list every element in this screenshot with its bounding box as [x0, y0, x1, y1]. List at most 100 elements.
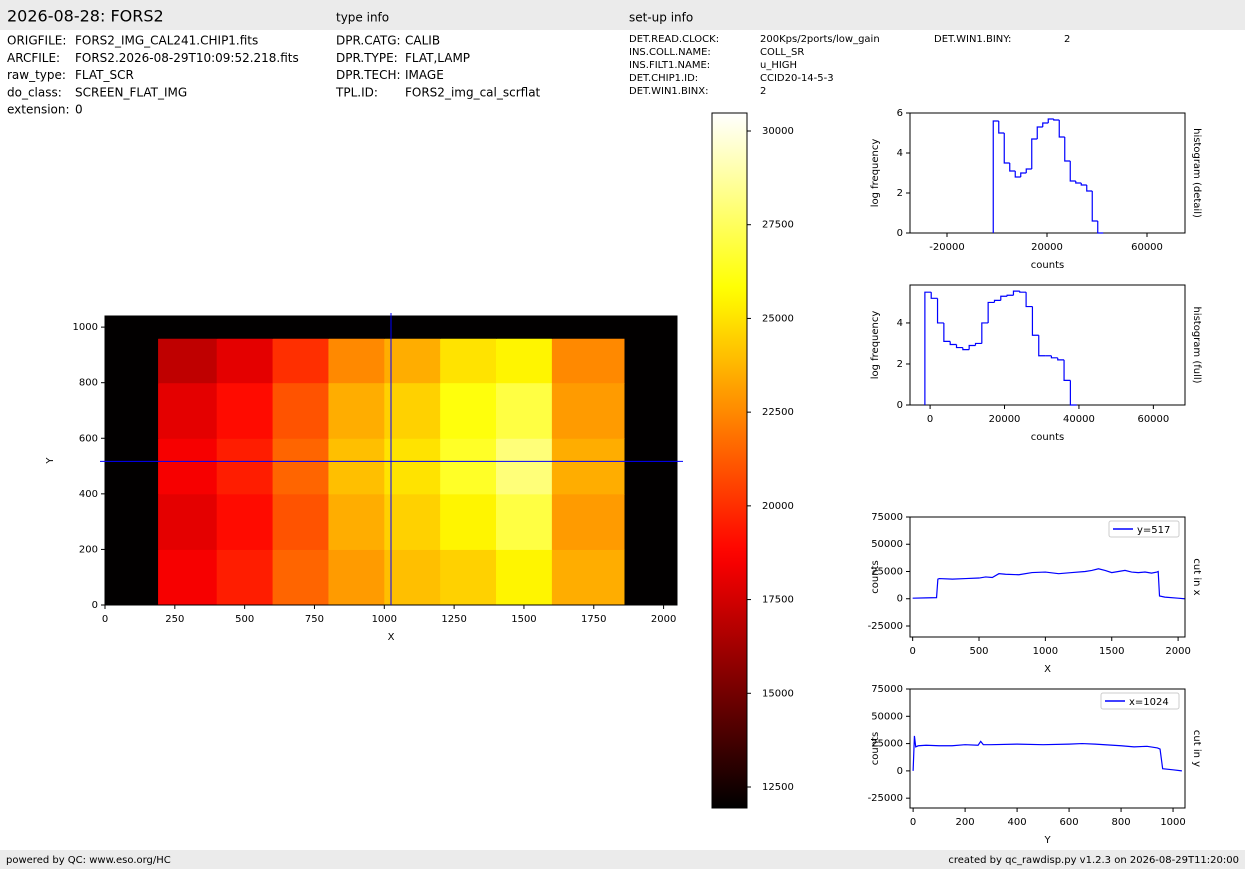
- image-cell: [624, 316, 678, 339]
- y-tick-label: 600: [79, 433, 98, 444]
- info-value: IMAGE: [405, 68, 444, 82]
- image-cell: [272, 338, 329, 384]
- x-tick-label: 40000: [1063, 414, 1095, 425]
- histogram-step: [1036, 126, 1043, 139]
- image-cell: [551, 493, 625, 550]
- image-cell: [624, 549, 678, 606]
- histogram-step: [1031, 306, 1039, 336]
- histogram-step: [924, 291, 932, 405]
- image-cell: [328, 382, 385, 439]
- x-tick-label: 600: [1060, 817, 1079, 828]
- image-cell: [624, 438, 678, 495]
- info-label: ARCFILE:: [7, 51, 60, 65]
- info-label: TPL.ID:: [335, 85, 378, 99]
- image-cell: [158, 382, 218, 439]
- y-tick-label: 4: [897, 318, 903, 329]
- image-cell: [272, 549, 329, 606]
- histogram-step: [1075, 181, 1082, 184]
- type-info-title: type info: [336, 11, 389, 25]
- histogram-step: [949, 341, 957, 346]
- y-axis-label: Y: [45, 457, 56, 465]
- colorbar-tick-label: 17500: [762, 595, 794, 606]
- side-label: cut in y: [1191, 730, 1202, 767]
- axes-frame: [909, 688, 1186, 809]
- info-label: DET.CHIP1.ID:: [629, 73, 698, 84]
- info-label: ORIGFILE:: [7, 34, 66, 48]
- image-cell: [105, 382, 159, 439]
- info-label: DPR.TYPE:: [336, 51, 398, 65]
- y-tick-label: 400: [79, 489, 98, 500]
- x-axis-label: counts: [1031, 260, 1064, 271]
- x-tick-label: 800: [1112, 817, 1131, 828]
- histogram-step: [1063, 359, 1071, 381]
- x-tick-label: 200: [956, 817, 975, 828]
- y-tick-label: 800: [79, 378, 98, 389]
- image-cell: [105, 316, 159, 339]
- y-axis-label: counts: [870, 560, 881, 593]
- axes-frame: [909, 516, 1186, 638]
- x-tick-label: 1000: [1160, 817, 1185, 828]
- y-tick-label: 25000: [871, 566, 903, 577]
- legend-label: x=1024: [1129, 697, 1169, 708]
- image-cell: [440, 549, 497, 606]
- image-cell: [384, 382, 441, 439]
- y-tick-label: -25000: [868, 621, 903, 632]
- image-cell: [328, 549, 385, 606]
- x-tick-label: 1000: [372, 614, 397, 625]
- image-cell: [328, 338, 385, 384]
- info-value: CCID20-14-5-3: [760, 73, 834, 84]
- legend-box: [1100, 692, 1180, 710]
- histogram-step: [974, 342, 982, 346]
- info-label: DET.WIN1.BINY:: [934, 34, 1011, 45]
- histogram-step: [968, 344, 976, 350]
- y-tick-label: 2: [897, 188, 903, 199]
- y-axis-label: counts: [870, 732, 881, 765]
- footer-bar: [0, 850, 1245, 869]
- x-tick-label: 250: [165, 614, 184, 625]
- colorbar-tick-label: 25000: [762, 313, 794, 324]
- info-label: INS.FILT1.NAME:: [629, 60, 710, 71]
- histogram-step: [993, 299, 1001, 303]
- histogram-step: [1019, 291, 1027, 293]
- x-tick-label: 1000: [1033, 646, 1058, 657]
- image-cell: [551, 438, 625, 495]
- page-title: 2026-08-28: FORS2: [7, 7, 164, 26]
- info-value: CALIB: [405, 34, 440, 48]
- x-tick-label: 0: [909, 646, 915, 657]
- image-cell: [105, 549, 159, 606]
- image-cell: [496, 493, 553, 550]
- y-tick-label: 75000: [871, 512, 903, 523]
- image-cell: [272, 493, 329, 550]
- x-tick-label: 1250: [441, 614, 466, 625]
- x-tick-label: 500: [969, 646, 988, 657]
- side-label: histogram (detail): [1191, 128, 1202, 218]
- info-label: do_class:: [7, 85, 62, 99]
- colorbar-tick-label: 22500: [762, 407, 794, 418]
- histogram-step: [1097, 221, 1104, 234]
- histogram-step: [1020, 172, 1027, 177]
- image-cell: [328, 316, 385, 339]
- histogram-step: [1050, 355, 1058, 359]
- image-cell: [384, 549, 441, 606]
- y-tick-label: 0: [897, 594, 903, 605]
- histogram-step: [1064, 137, 1071, 162]
- x-tick-label: 500: [235, 614, 254, 625]
- info-value: SCREEN_FLAT_IMG: [75, 85, 187, 99]
- y-tick-label: 50000: [871, 539, 903, 550]
- x-tick-label: 0: [910, 817, 916, 828]
- image-cell: [496, 316, 553, 339]
- histogram-step: [1000, 295, 1008, 301]
- x-tick-label: 20000: [989, 414, 1021, 425]
- info-label: raw_type:: [7, 68, 66, 82]
- histogram-step: [992, 120, 999, 233]
- image-cell: [551, 338, 625, 384]
- histogram-step: [943, 322, 951, 343]
- image-cell: [440, 382, 497, 439]
- colorbar-tick-label: 15000: [762, 688, 794, 699]
- y-tick-label: 0: [92, 600, 98, 611]
- info-value: FLAT,LAMP: [405, 51, 470, 65]
- y-tick-label: 2: [897, 359, 903, 370]
- info-label: DPR.TECH:: [336, 68, 401, 82]
- histogram-step: [998, 121, 1005, 134]
- x-tick-label: 1500: [1099, 646, 1124, 657]
